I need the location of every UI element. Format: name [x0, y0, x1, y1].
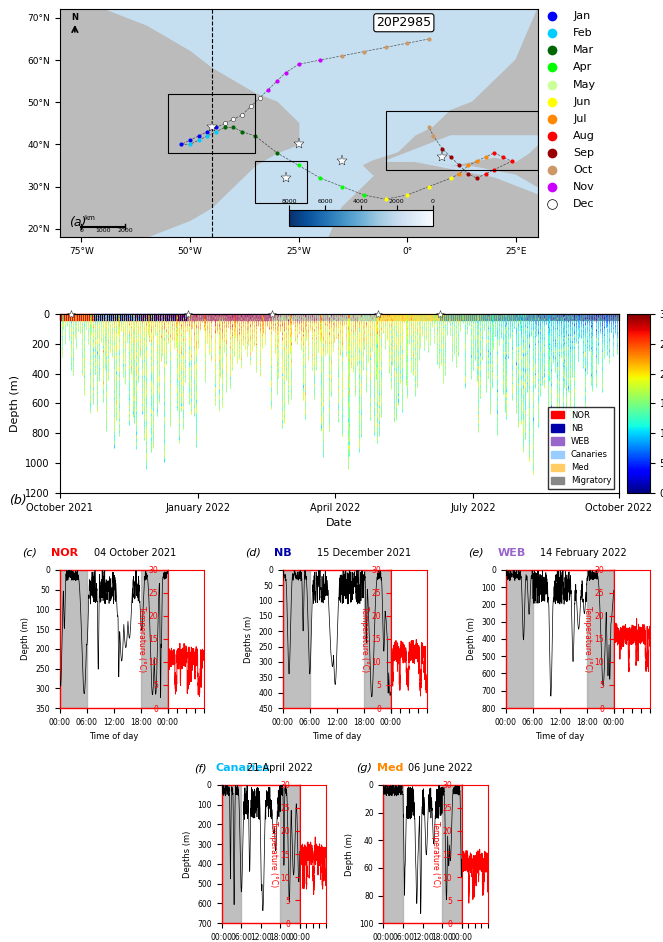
Bar [272, 314, 379, 320]
Text: May: May [573, 79, 597, 89]
Bar [587, 570, 614, 708]
Bar [188, 314, 272, 320]
Polygon shape [329, 161, 538, 237]
Bar [383, 785, 403, 923]
Bar [221, 785, 241, 923]
Bar [442, 785, 461, 923]
Bar [379, 314, 440, 320]
Text: 1000: 1000 [95, 228, 111, 233]
Text: Feb: Feb [573, 28, 593, 39]
Text: NOR: NOR [51, 548, 78, 558]
Y-axis label: Depth (m): Depth (m) [467, 617, 476, 660]
Text: (d): (d) [245, 548, 261, 558]
Bar [60, 314, 93, 320]
Text: (b): (b) [9, 494, 27, 507]
Bar [141, 570, 168, 708]
Text: 21 April 2022: 21 April 2022 [247, 763, 312, 773]
Text: 2000: 2000 [117, 228, 133, 233]
Y-axis label: Depth (m): Depth (m) [21, 617, 30, 660]
Y-axis label: Temperature (°C): Temperature (°C) [583, 606, 592, 672]
Bar [255, 161, 308, 203]
Text: NB: NB [274, 548, 292, 558]
Bar [386, 110, 538, 170]
Text: 0: 0 [80, 228, 84, 233]
X-axis label: Time of day: Time of day [312, 732, 361, 741]
Text: Canaries: Canaries [215, 763, 270, 773]
Text: Jun: Jun [573, 97, 591, 106]
Text: km: km [85, 216, 95, 221]
Text: (f): (f) [194, 763, 207, 773]
Text: Jan: Jan [573, 11, 591, 22]
Y-axis label: Depths (m): Depths (m) [244, 615, 253, 662]
Y-axis label: Depth (m): Depth (m) [345, 833, 353, 875]
Text: 06 June 2022: 06 June 2022 [408, 763, 473, 773]
Y-axis label: Depth (m): Depth (m) [10, 375, 20, 432]
Text: 14 February 2022: 14 February 2022 [540, 548, 627, 558]
Text: Med: Med [377, 763, 404, 773]
Text: Oct: Oct [573, 165, 593, 175]
Y-axis label: Temperature (°C): Temperature (°C) [431, 821, 440, 887]
Text: Sep: Sep [573, 148, 594, 158]
Text: Jul: Jul [573, 114, 587, 123]
Text: 15 December 2021: 15 December 2021 [318, 548, 412, 558]
X-axis label: Date: Date [326, 518, 353, 528]
Bar [93, 314, 188, 320]
Text: Apr: Apr [573, 62, 593, 73]
Y-axis label: Depths (m): Depths (m) [182, 830, 192, 878]
Text: WEB: WEB [497, 548, 526, 558]
Legend: NOR, NB, WEB, Canaries, Med, Migratory: NOR, NB, WEB, Canaries, Med, Migratory [548, 407, 615, 489]
Polygon shape [386, 136, 538, 166]
Bar [60, 570, 87, 708]
Text: (a): (a) [69, 216, 87, 229]
Y-axis label: Temperature (°C): Temperature (°C) [137, 606, 146, 672]
Y-axis label: Temperature (°C): Temperature (°C) [269, 821, 278, 887]
Bar [280, 785, 300, 923]
Text: (g): (g) [356, 763, 372, 773]
Polygon shape [364, 9, 538, 187]
Bar [440, 314, 619, 320]
Text: Mar: Mar [573, 45, 595, 56]
Text: N: N [72, 13, 78, 22]
Text: Bottom Depth (m): Bottom Depth (m) [335, 210, 392, 216]
Text: 04 October 2021: 04 October 2021 [94, 548, 176, 558]
Polygon shape [60, 9, 298, 237]
Y-axis label: Temperature (°C): Temperature (°C) [360, 606, 369, 672]
Bar [282, 570, 310, 708]
Bar [506, 570, 533, 708]
X-axis label: Time of day: Time of day [535, 732, 585, 741]
Text: (e): (e) [468, 548, 484, 558]
Text: (c): (c) [22, 548, 36, 558]
X-axis label: Time of day: Time of day [89, 732, 139, 741]
Bar [168, 94, 255, 153]
Text: Nov: Nov [573, 182, 595, 192]
Text: Dec: Dec [573, 199, 595, 209]
Bar [364, 570, 391, 708]
Text: Aug: Aug [573, 131, 595, 140]
Text: 20P2985: 20P2985 [377, 16, 432, 29]
